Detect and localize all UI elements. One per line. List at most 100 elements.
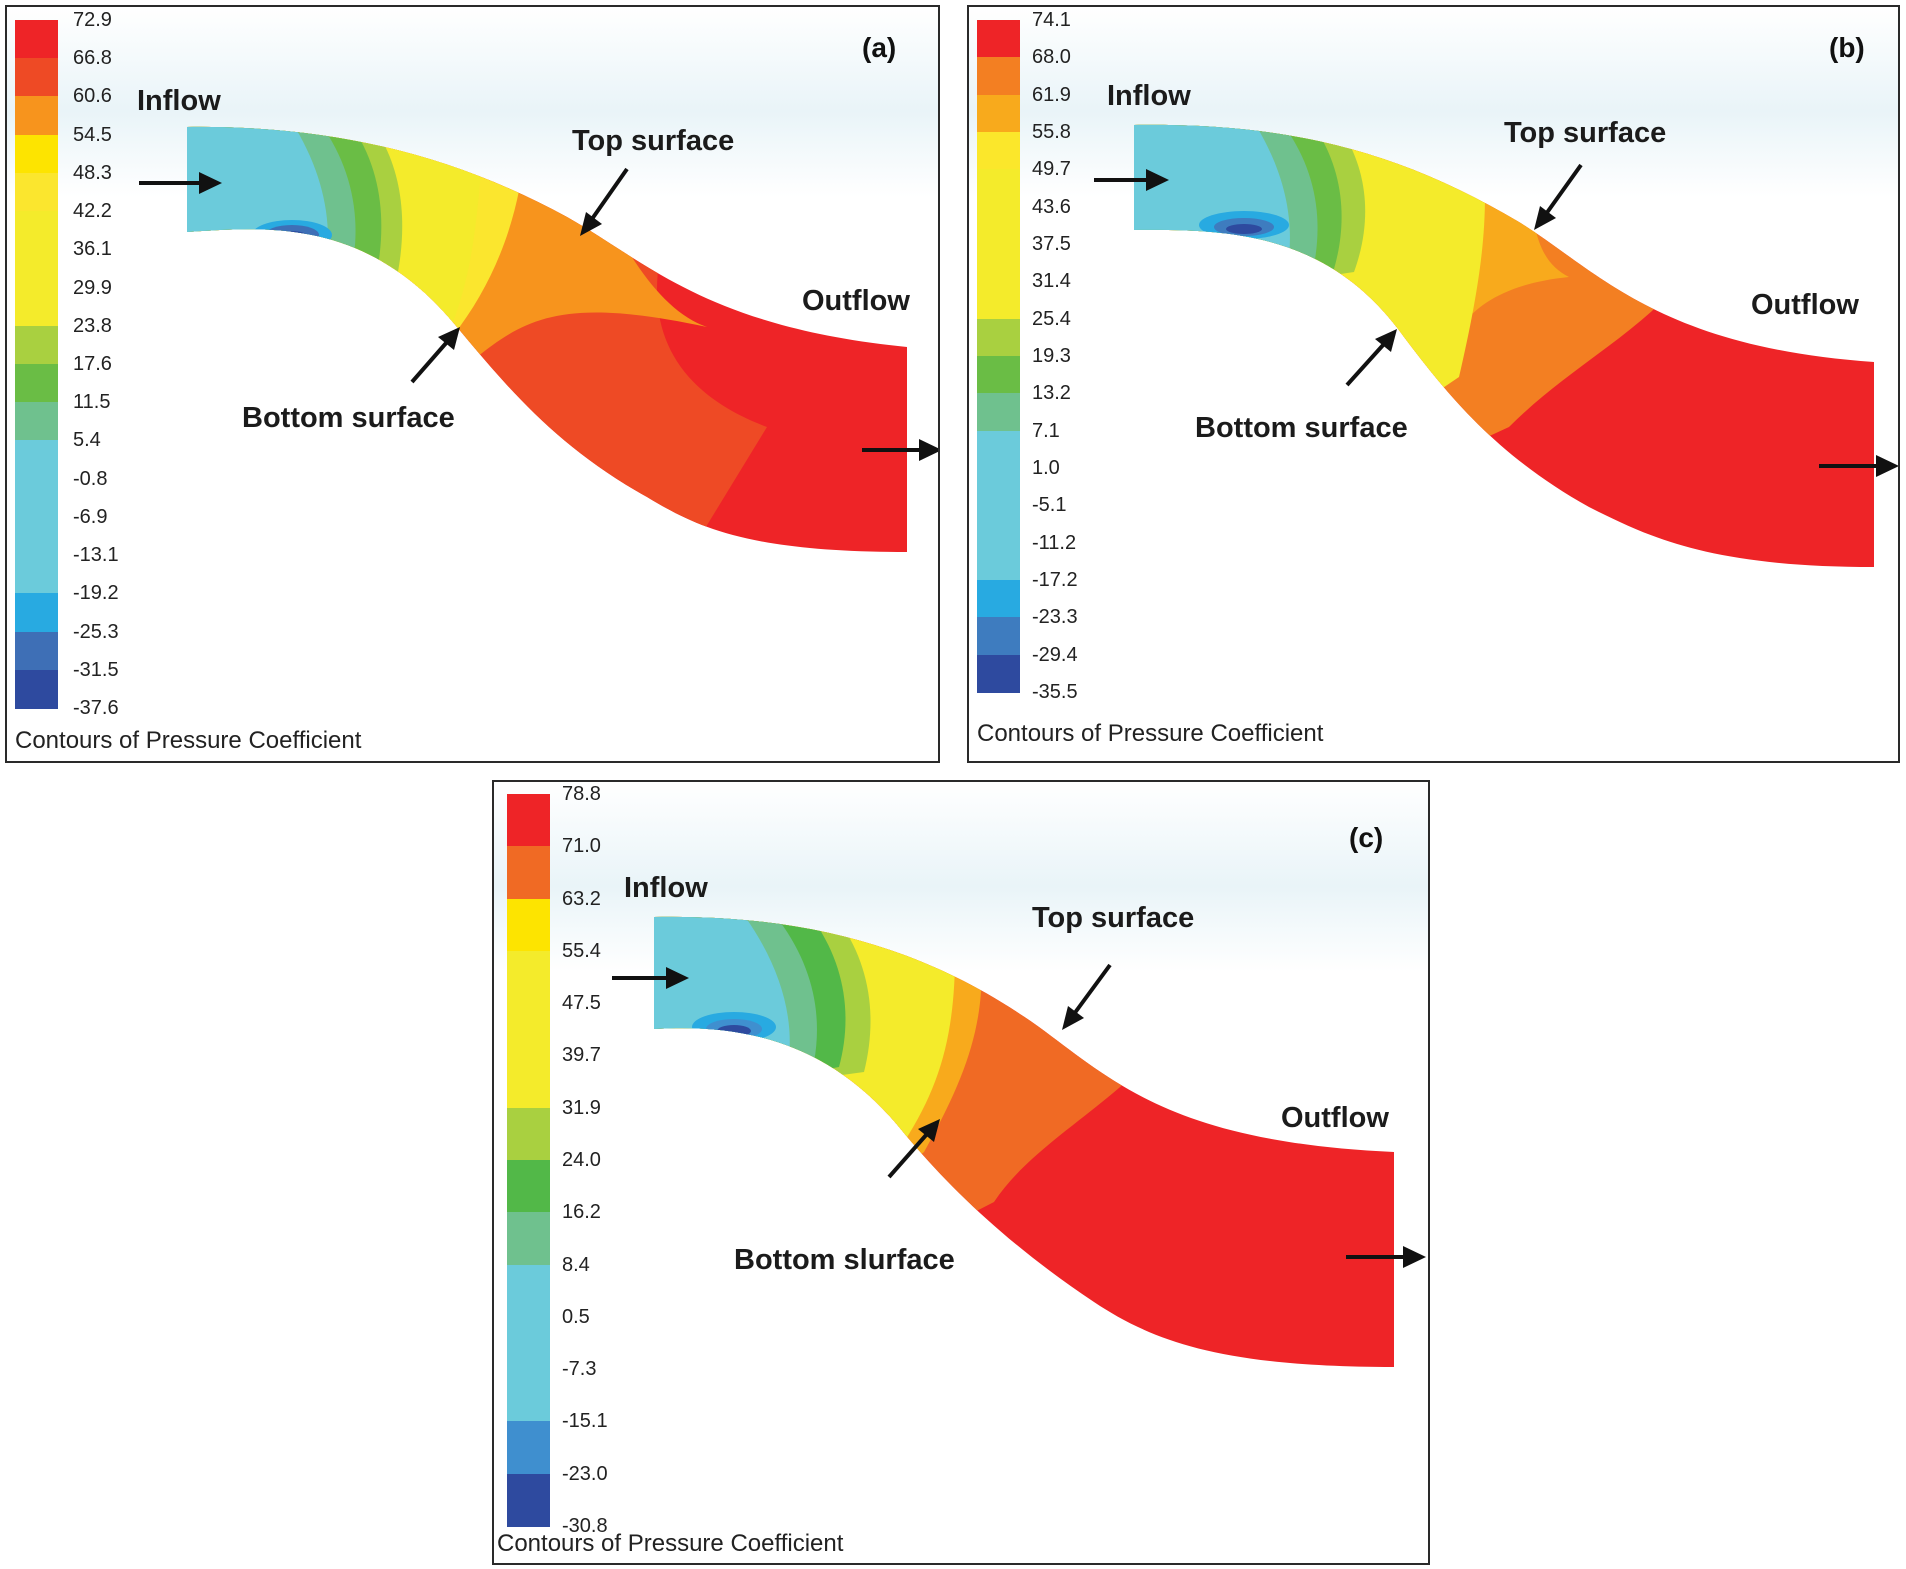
legend-swatch <box>507 1473 550 1527</box>
legend-tick-label: 5.4 <box>73 429 101 452</box>
legend-swatch <box>507 1264 550 1318</box>
legend-tick-label: -0.8 <box>73 467 108 490</box>
legend-tick-label: 47.5 <box>562 992 601 1015</box>
outflow-label: Outflow <box>1751 289 1859 321</box>
legend-tick-label: 24.0 <box>562 1149 601 1171</box>
legend-swatch <box>977 318 1020 357</box>
plot-caption: Contours of Pressure Coefficient <box>977 720 1324 747</box>
legend-swatch <box>977 542 1020 581</box>
legend-tick-label: 16.2 <box>562 1201 601 1224</box>
legend-tick-label: 66.8 <box>73 47 112 70</box>
top-surface-label: Top surface <box>1504 117 1667 149</box>
inflow-label: Inflow <box>137 85 221 117</box>
contour-plot <box>139 126 938 552</box>
top-surface-label: Top surface <box>1032 902 1195 934</box>
legend-tick-label: 31.4 <box>1032 270 1071 293</box>
panel-c: 78.8 71.0 63.2 55.4 47.5 39.7 31.9 24.0 16.2 8.4 0… <box>492 780 1430 1565</box>
inflow-label: Inflow <box>1107 80 1191 112</box>
legend-tick-label: 72.9 <box>73 9 112 31</box>
contour-plot <box>612 916 1426 1367</box>
legend-swatch <box>507 1212 550 1266</box>
legend-swatch <box>15 631 58 671</box>
legend-tick-label: -6.9 <box>73 505 108 528</box>
legend-swatch <box>507 950 550 1005</box>
bottom-surface-label: Bottom surface <box>1195 412 1408 444</box>
legend-swatch <box>977 132 1020 171</box>
legend-swatch <box>977 505 1020 544</box>
legend-tick-label: -29.4 <box>1032 643 1078 666</box>
legend-swatch <box>977 94 1020 133</box>
bottom-surface-label: Bottom surface <box>242 402 455 434</box>
legend-swatch <box>15 555 58 595</box>
legend-swatch <box>15 364 58 404</box>
flow-arrows <box>612 963 1426 1268</box>
legend-tick-label: 60.6 <box>73 85 112 108</box>
legend-swatch <box>977 393 1020 432</box>
legend-swatch <box>507 1369 550 1423</box>
background-gradient <box>969 7 1898 197</box>
legend-tick-label: -31.5 <box>73 658 119 681</box>
legend-swatch <box>977 468 1020 507</box>
legend-tick-label: -30.8 <box>562 1515 608 1537</box>
legend-tick-label: 25.4 <box>1032 307 1071 330</box>
legend-colorbar <box>15 20 58 709</box>
legend-swatch <box>507 1421 550 1475</box>
flow-arrows <box>1094 163 1898 477</box>
legend-tick-label: -23.0 <box>562 1462 608 1485</box>
legend-tick-label: 42.2 <box>73 200 112 223</box>
legend-tick-label: 11.5 <box>73 391 111 414</box>
legend-swatch <box>977 617 1020 656</box>
legend-tick-label: 74.1 <box>1032 9 1071 31</box>
contour-plot <box>1094 124 1898 568</box>
legend-tick-label: 1.0 <box>1032 457 1060 479</box>
legend-swatch <box>15 287 58 327</box>
legend-colorbar <box>507 794 550 1527</box>
legend-tick-label: 17.6 <box>73 353 112 375</box>
legend-tick-label: 61.9 <box>1032 83 1071 106</box>
legend-tick-label: -13.1 <box>73 544 119 567</box>
legend-tick-label: 43.6 <box>1032 195 1071 218</box>
legend-tick-label: 29.9 <box>73 276 112 299</box>
legend-swatch <box>507 898 550 952</box>
legend-tick-label: -19.2 <box>73 582 119 605</box>
legend-tick-label: -5.1 <box>1032 494 1067 517</box>
legend-swatch <box>977 580 1020 619</box>
legend-tick-label: -37.6 <box>73 697 119 719</box>
background-gradient <box>7 7 938 197</box>
legend-tick-label: 39.7 <box>562 1044 601 1067</box>
legend-tick-label: -23.3 <box>1032 606 1078 629</box>
panel-tag: (b) <box>1829 32 1865 63</box>
panel-tag: (c) <box>1349 822 1384 853</box>
legend-swatch <box>15 96 58 136</box>
legend-swatch <box>507 846 550 900</box>
legend-tick-label: 48.3 <box>73 161 112 184</box>
legend-tick-label: 36.1 <box>73 238 112 261</box>
flow-arrows <box>139 167 938 461</box>
outflow-label: Outflow <box>1281 1102 1389 1134</box>
legend-swatch <box>507 1160 550 1214</box>
legend-swatch <box>15 402 58 442</box>
legend-swatch <box>977 430 1020 469</box>
legend-swatch <box>15 440 58 480</box>
legend-tick-label: -11.2 <box>1032 531 1077 554</box>
legend-swatch <box>15 249 58 289</box>
legend-tick-label: 31.9 <box>562 1096 601 1119</box>
legend-swatch <box>977 57 1020 96</box>
legend-tick-label: 13.2 <box>1032 382 1071 405</box>
legend-tick-label: 54.5 <box>73 123 112 146</box>
legend-swatch <box>977 20 1020 59</box>
legend-tick-label: 19.3 <box>1032 345 1071 367</box>
legend-tick-label: 49.7 <box>1032 158 1071 181</box>
plot-caption: Contours of Pressure Coefficient <box>497 1530 844 1557</box>
legend-tick-label: -15.1 <box>562 1410 608 1433</box>
legend-tick-label: 63.2 <box>562 887 601 910</box>
legend-swatch <box>15 172 58 213</box>
inflow-label: Inflow <box>624 872 708 904</box>
legend-colorbar <box>977 20 1020 693</box>
legend-swatch <box>977 244 1020 283</box>
legend-tick-label: -7.3 <box>562 1358 597 1381</box>
legend-swatch <box>507 1055 550 1109</box>
legend-swatch <box>507 1107 550 1161</box>
legend-swatch <box>15 20 58 60</box>
legend-swatch <box>507 794 550 848</box>
